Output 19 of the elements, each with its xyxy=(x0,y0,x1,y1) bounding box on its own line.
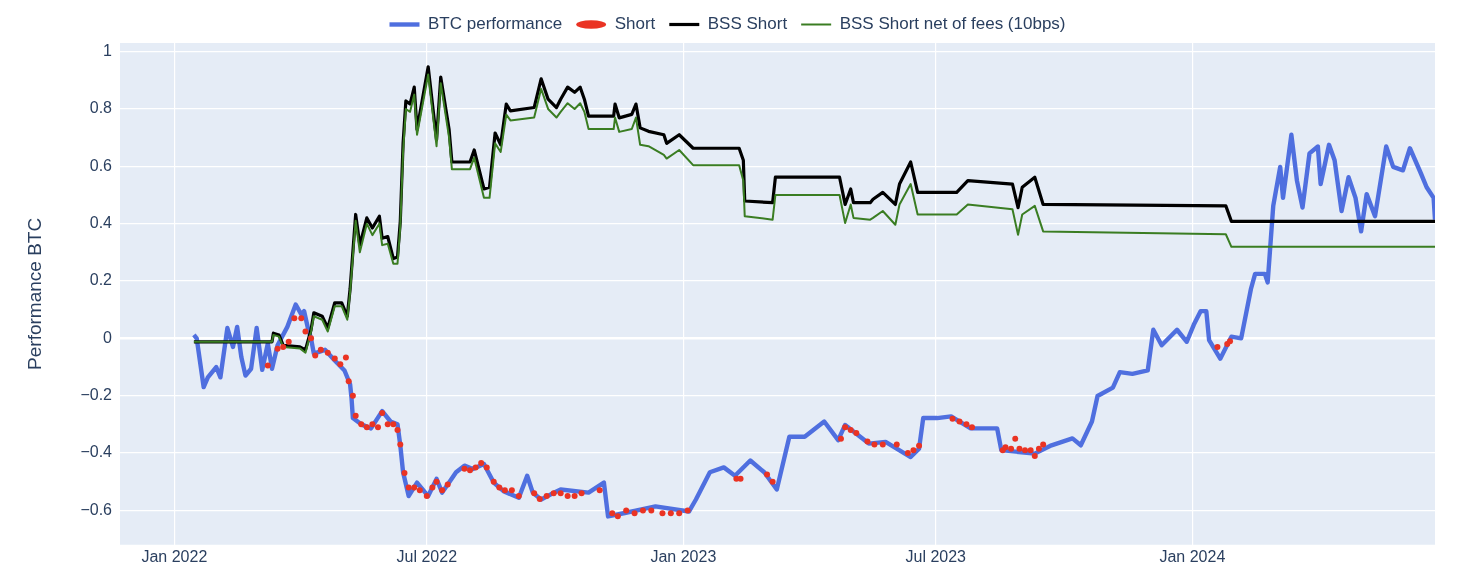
legend-label: BSS Short xyxy=(707,14,788,34)
y-tick-label: −0.2 xyxy=(80,386,113,404)
y-tick-label: −0.6 xyxy=(80,500,113,518)
x-tick-label: Jul 2023 xyxy=(905,547,967,565)
y-axis-title: Performance BTC xyxy=(23,217,45,370)
x-tick-label: Jan 2023 xyxy=(650,547,717,565)
y-tick-label: 0.4 xyxy=(89,214,113,232)
y-tick-label: 1 xyxy=(103,42,113,60)
y-tick-label: 0.6 xyxy=(89,156,113,174)
y-tick-label: 0.2 xyxy=(89,271,113,289)
legend-label: BTC performance xyxy=(428,14,563,34)
x-tick-label: Jan 2024 xyxy=(1159,547,1226,565)
x-tick-label: Jan 2022 xyxy=(141,547,208,565)
y-tick-label: −0.4 xyxy=(80,443,113,461)
legend-label: BSS Short net of fees (10bps) xyxy=(839,14,1066,34)
y-tick-label: 0 xyxy=(103,328,113,346)
y-tick-label: 0.8 xyxy=(89,99,113,117)
legend-label: Short xyxy=(614,14,656,34)
x-tick-label: Jul 2022 xyxy=(396,547,458,565)
